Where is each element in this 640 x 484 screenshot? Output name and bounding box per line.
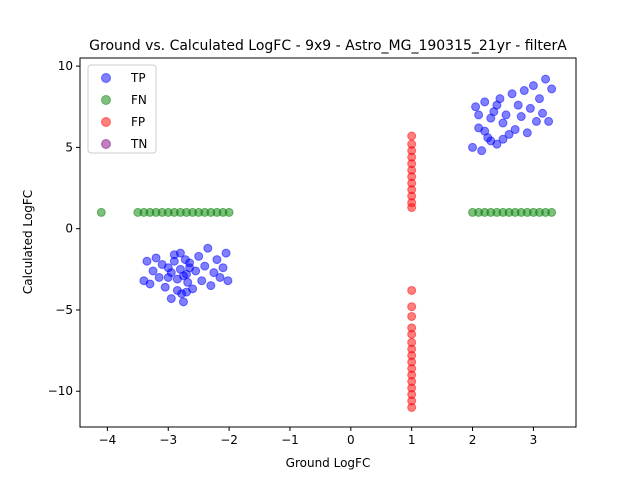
data-point-fn	[224, 207, 234, 217]
legend-box	[87, 64, 157, 154]
x-tick-label: 2	[469, 433, 477, 447]
data-point-tp	[519, 86, 529, 96]
data-point-tp	[154, 272, 164, 282]
x-axis-label: Ground LogFC	[286, 456, 371, 470]
data-point-tp	[215, 272, 225, 282]
data-point-tp	[471, 102, 481, 112]
data-point-tp	[544, 116, 554, 126]
data-point-tp	[178, 297, 188, 307]
data-point-tp	[221, 248, 231, 258]
data-point-tp	[480, 126, 490, 136]
x-tick-label: 3	[530, 433, 538, 447]
plot-area-frame	[79, 57, 577, 428]
data-point-tp	[166, 268, 176, 278]
data-point-tp	[142, 256, 152, 266]
legend: TP FN FP TN	[87, 64, 157, 154]
data-point-tp	[194, 251, 204, 261]
data-point-tp	[206, 281, 216, 291]
data-point-fp	[407, 402, 417, 412]
data-point-tp	[538, 108, 548, 118]
data-point-tp	[145, 279, 155, 289]
data-point-fn	[96, 207, 106, 217]
data-point-tp	[200, 261, 210, 271]
data-point-tp	[160, 282, 170, 292]
data-point-tp	[148, 266, 158, 276]
data-point-tp	[468, 142, 478, 152]
data-point-tp	[516, 112, 526, 122]
y-tick-label: 5	[65, 140, 73, 154]
series-fp	[407, 131, 417, 412]
data-point-tp	[492, 100, 502, 110]
y-axis-label: Calculated LogFC	[21, 190, 35, 294]
data-point-tp	[182, 287, 191, 297]
data-point-tp	[534, 94, 544, 104]
legend-marker-fn	[101, 95, 111, 105]
points-layer	[96, 74, 557, 412]
data-point-fp	[407, 131, 417, 141]
data-point-tp	[510, 125, 520, 135]
data-point-tp	[172, 285, 182, 295]
data-point-tp	[218, 263, 228, 273]
data-point-tp	[486, 136, 496, 146]
x-tick-label: −2	[220, 433, 238, 447]
chart-title: Ground vs. Calculated LogFC - 9x9 - Astr…	[89, 38, 567, 54]
data-point-fp	[407, 311, 417, 321]
data-point-fp	[407, 285, 417, 295]
data-point-tp	[501, 110, 511, 120]
data-point-tp	[151, 253, 161, 263]
legend-label-tn: TN	[130, 137, 147, 151]
data-point-tp	[522, 128, 532, 138]
x-tick-label: −3	[159, 433, 177, 447]
data-point-tp	[223, 276, 233, 286]
data-point-tp	[183, 277, 193, 287]
data-point-tp	[531, 116, 541, 126]
data-point-tp	[178, 271, 188, 281]
data-point-tp	[547, 84, 557, 94]
y-tick-label: 10	[58, 59, 73, 73]
x-tick-label: 0	[347, 433, 355, 447]
legend-marker-tn	[101, 139, 111, 149]
legend-marker-fp	[101, 117, 111, 127]
legend-label-tp: TP	[130, 71, 146, 85]
y-tick-label: −5	[55, 303, 73, 317]
data-point-tp	[185, 263, 195, 273]
data-point-tp	[203, 243, 213, 253]
y-tick-label: −10	[48, 384, 73, 398]
data-point-tp	[525, 103, 535, 113]
data-point-tp	[166, 294, 176, 304]
data-point-tp	[477, 146, 487, 156]
data-point-fp	[407, 329, 417, 339]
series-tp	[139, 74, 557, 307]
data-point-fp	[407, 302, 417, 312]
data-point-tp	[498, 118, 508, 128]
data-point-tp	[480, 97, 490, 107]
y-axis-ticks: −10 −5 0 5 10	[48, 59, 80, 398]
legend-label-fn: FN	[131, 93, 147, 107]
data-point-tp	[169, 256, 179, 266]
data-point-tp	[175, 248, 185, 258]
data-point-tp	[528, 81, 538, 91]
legend-marker-tp	[101, 73, 111, 83]
data-point-tp	[513, 100, 523, 110]
data-point-tp	[504, 129, 514, 139]
data-point-tp	[209, 268, 219, 278]
data-point-tp	[541, 74, 551, 84]
x-tick-label: −4	[99, 433, 117, 447]
x-tick-label: 1	[408, 433, 416, 447]
data-point-fp	[407, 203, 417, 213]
x-tick-label: −1	[281, 433, 299, 447]
legend-label-fp: FP	[131, 115, 145, 129]
series-fn	[96, 207, 557, 217]
data-point-tp	[498, 134, 508, 144]
data-point-tp	[507, 89, 517, 99]
x-axis-ticks: −4 −3 −2 −1 0 1 2 3	[99, 427, 538, 447]
data-point-tp	[212, 255, 222, 265]
data-point-tp	[197, 276, 207, 286]
y-tick-label: 0	[65, 222, 73, 236]
data-point-tp	[474, 110, 484, 120]
data-point-fn	[547, 207, 557, 217]
